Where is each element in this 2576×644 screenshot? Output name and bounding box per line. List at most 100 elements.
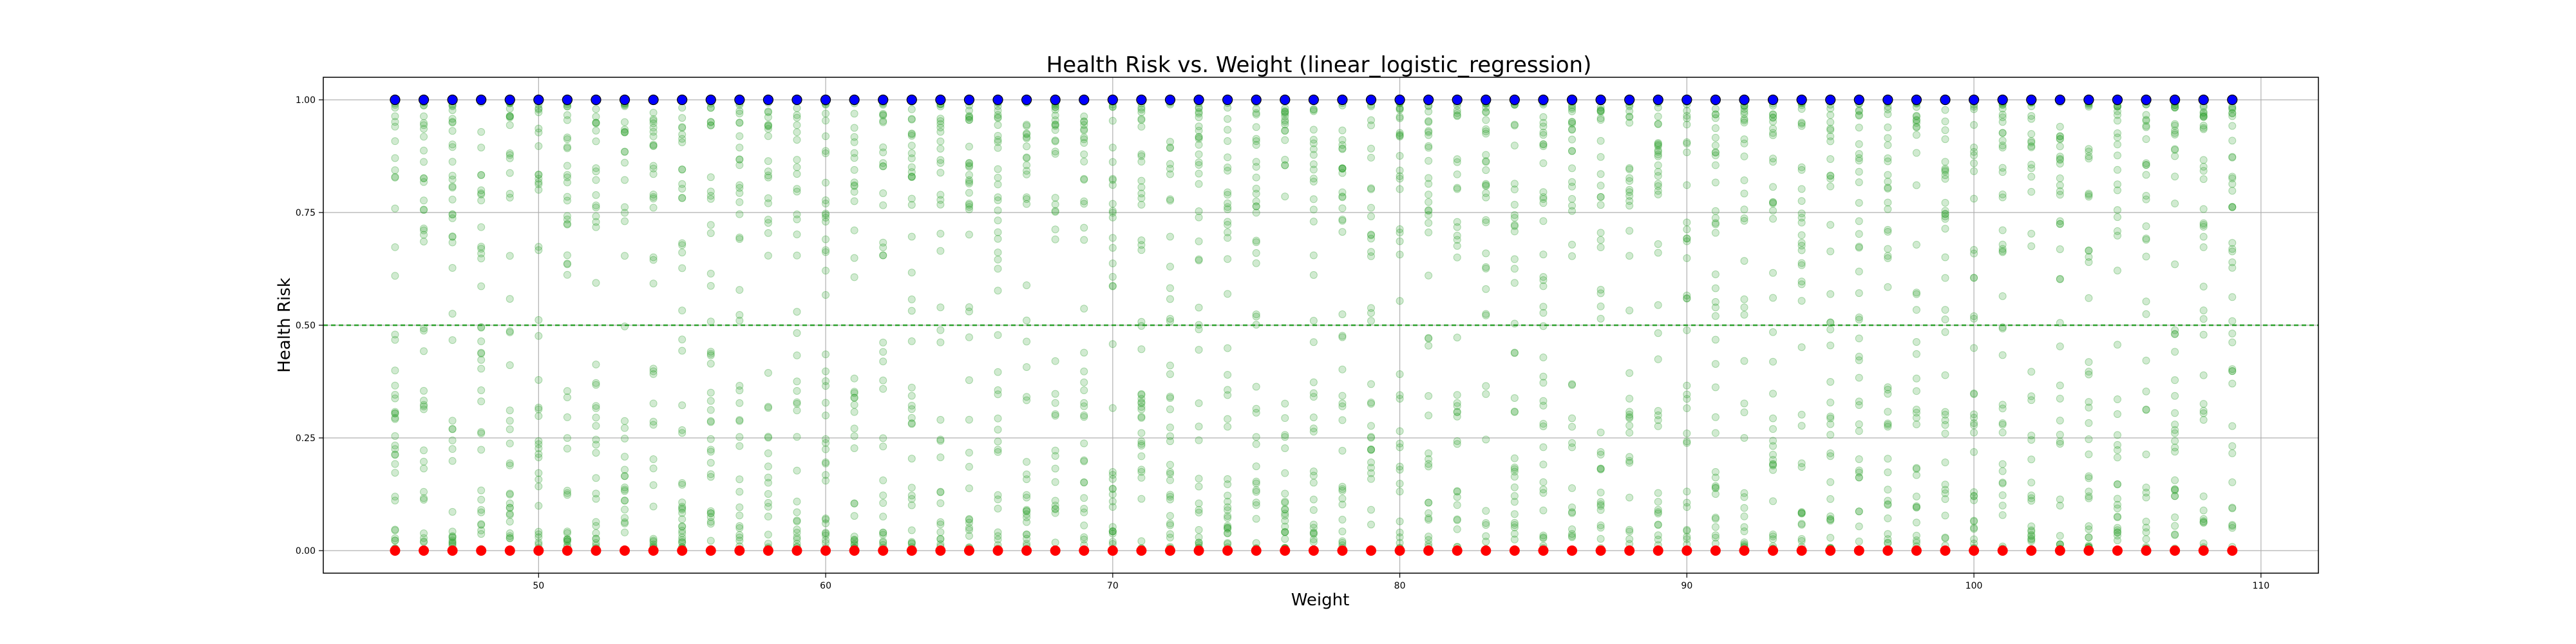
- predicted-probability-point: [907, 105, 916, 113]
- predicted-probability-point: [535, 105, 543, 113]
- predicted-probability-point: [1510, 141, 1519, 149]
- predicted-probability-point: [2113, 529, 2121, 537]
- predicted-probability-point: [1137, 317, 1146, 326]
- x-tick-label: 100: [1965, 581, 1983, 591]
- predicted-probability-point: [1309, 107, 1318, 115]
- predicted-probability-point: [1396, 395, 1404, 403]
- predicted-probability-point: [2085, 435, 2093, 443]
- predicted-probability-point: [1912, 420, 1920, 428]
- predicted-probability-point: [1912, 113, 1920, 121]
- predicted-probability-point: [592, 119, 600, 128]
- predicted-probability-point: [822, 399, 830, 407]
- predicted-probability-point: [1912, 464, 1920, 472]
- predicted-probability-point: [1137, 108, 1146, 117]
- predicted-probability-point: [965, 231, 973, 239]
- predicted-probability-point: [2085, 398, 2093, 406]
- predicted-probability-point: [621, 252, 629, 260]
- predicted-probability-point: [2056, 394, 2064, 402]
- predicted-probability-point: [1195, 482, 1203, 491]
- predicted-probability-point: [535, 124, 543, 133]
- predicted-probability-point: [764, 113, 772, 121]
- predicted-probability-point: [1309, 145, 1318, 153]
- predicted-probability-point: [1912, 306, 1920, 314]
- predicted-probability-point: [1740, 433, 1748, 442]
- predicted-probability-point: [592, 361, 600, 369]
- predicted-probability-point: [1596, 170, 1605, 178]
- predicted-probability-point: [1998, 491, 2007, 500]
- predicted-probability-point: [1252, 488, 1260, 496]
- predicted-probability-point: [2027, 164, 2036, 173]
- predicted-probability-point: [1195, 399, 1203, 408]
- actual-high-risk-point: [1222, 94, 1233, 106]
- predicted-probability-point: [391, 408, 399, 416]
- predicted-probability-point: [879, 476, 887, 484]
- predicted-probability-point: [1224, 512, 1232, 520]
- predicted-probability-point: [1855, 140, 1863, 148]
- predicted-probability-point: [2056, 155, 2064, 163]
- predicted-probability-point: [965, 158, 973, 167]
- actual-high-risk-point: [1337, 94, 1348, 106]
- predicted-probability-point: [2113, 480, 2121, 489]
- predicted-probability-point: [420, 401, 428, 409]
- predicted-probability-point: [1826, 172, 1835, 180]
- actual-low-risk-point: [533, 545, 544, 556]
- predicted-probability-point: [477, 171, 486, 179]
- predicted-probability-point: [535, 170, 543, 178]
- predicted-probability-point: [1970, 491, 1978, 500]
- predicted-probability-point: [1051, 137, 1059, 145]
- predicted-probability-point: [793, 533, 801, 542]
- predicted-probability-point: [1970, 389, 1978, 397]
- predicted-probability-point: [1797, 259, 1806, 267]
- predicted-probability-point: [1740, 105, 1748, 113]
- actual-high-risk-point: [2170, 94, 2181, 106]
- predicted-probability-point: [1568, 164, 1577, 173]
- predicted-probability-point: [592, 440, 600, 449]
- predicted-probability-point: [1281, 509, 1289, 518]
- predicted-probability-point: [793, 251, 801, 260]
- predicted-probability-point: [1769, 158, 1777, 166]
- predicted-probability-point: [535, 440, 543, 448]
- predicted-probability-point: [907, 130, 916, 138]
- predicted-probability-point: [1453, 112, 1461, 120]
- predicted-probability-point: [822, 471, 830, 479]
- predicted-probability-point: [850, 388, 858, 396]
- predicted-probability-point: [850, 512, 858, 520]
- predicted-probability-point: [448, 532, 457, 540]
- predicted-probability-point: [1769, 269, 1777, 277]
- predicted-probability-point: [1080, 138, 1088, 147]
- predicted-probability-point: [735, 511, 744, 520]
- predicted-probability-point: [1396, 152, 1404, 160]
- predicted-probability-point: [1252, 209, 1260, 217]
- predicted-probability-point: [1224, 163, 1232, 171]
- predicted-probability-point: [1998, 325, 2007, 333]
- predicted-probability-point: [563, 444, 571, 453]
- predicted-probability-point: [1683, 237, 1691, 245]
- predicted-probability-point: [1654, 249, 1662, 257]
- predicted-probability-point: [764, 462, 772, 471]
- predicted-probability-point: [506, 425, 514, 433]
- predicted-probability-point: [879, 148, 887, 156]
- predicted-probability-point: [1826, 512, 1835, 520]
- predicted-probability-point: [706, 446, 715, 454]
- actual-high-risk-point: [791, 94, 802, 106]
- predicted-probability-point: [2056, 191, 2064, 199]
- predicted-probability-point: [1596, 314, 1605, 323]
- predicted-probability-point: [1683, 234, 1691, 243]
- actual-low-risk-point: [1164, 545, 1175, 556]
- predicted-probability-point: [420, 146, 428, 155]
- predicted-probability-point: [1826, 111, 1835, 119]
- predicted-probability-point: [1797, 261, 1806, 269]
- predicted-probability-point: [477, 428, 486, 436]
- predicted-probability-point: [649, 538, 658, 546]
- predicted-probability-point: [994, 446, 1002, 454]
- predicted-probability-point: [1252, 433, 1260, 441]
- predicted-probability-point: [2056, 440, 2064, 448]
- predicted-probability-point: [448, 507, 457, 516]
- predicted-probability-point: [1080, 478, 1088, 487]
- predicted-probability-point: [1166, 196, 1174, 205]
- actual-low-risk-point: [1107, 545, 1118, 556]
- predicted-probability-point: [1051, 122, 1059, 130]
- predicted-probability-point: [965, 178, 973, 186]
- predicted-probability-point: [1023, 530, 1031, 538]
- actual-low-risk-point: [2112, 545, 2123, 556]
